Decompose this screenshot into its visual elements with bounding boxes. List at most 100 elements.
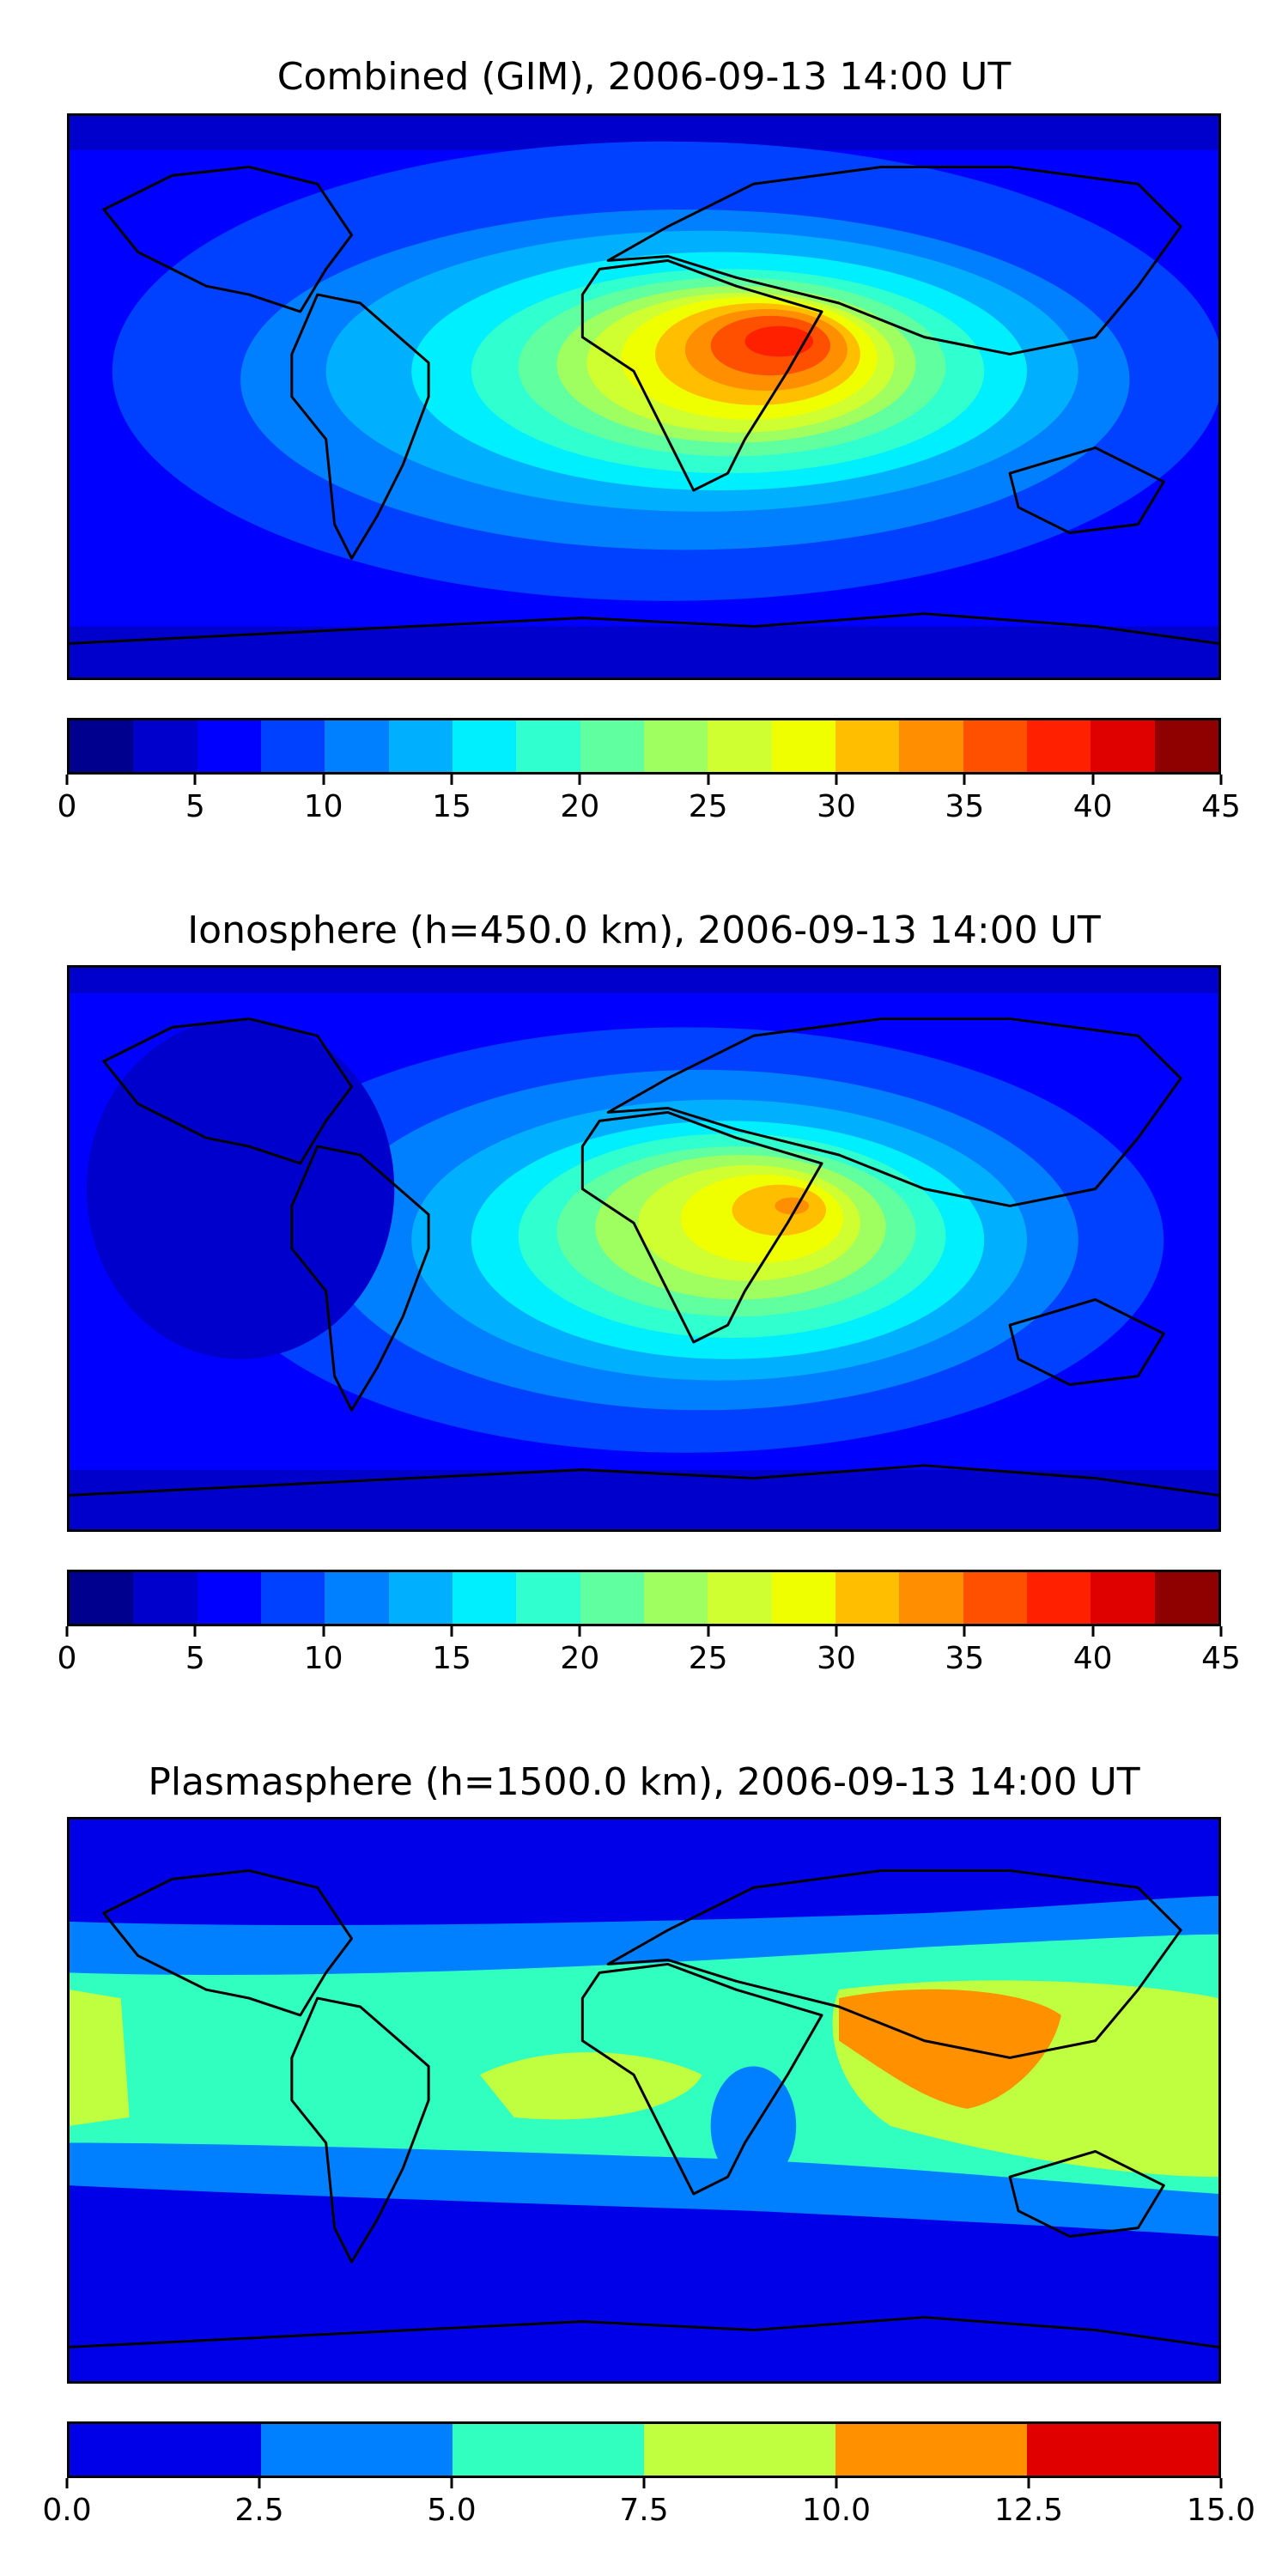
- colorbar-segment: [1154, 1572, 1218, 1624]
- colorbar-segment: [963, 720, 1027, 772]
- colorbar-segment: [133, 720, 197, 772]
- colorbar-tick-label: 15: [432, 1641, 471, 1676]
- colorbar-tick-label: 15.0: [1186, 2493, 1256, 2528]
- colorbar-tick-mark: [578, 1626, 581, 1637]
- colorbar-segment: [388, 720, 453, 772]
- colorbar-tick-label: 10: [303, 1641, 343, 1676]
- colorbar-tick-mark: [258, 2478, 261, 2488]
- colorbar-tick-mark: [642, 2478, 646, 2488]
- colorbar-tick-mark: [707, 1626, 710, 1637]
- colorbar-tick-label: 7.5: [619, 2493, 669, 2528]
- colorbar-tick-label: 0: [57, 789, 77, 824]
- colorbar-segment: [708, 720, 772, 772]
- colorbar-tick-mark: [707, 775, 710, 785]
- colorbar-tick-label: 30: [817, 789, 856, 824]
- colorbar-segment: [70, 720, 134, 772]
- colorbar-segment: [388, 1572, 453, 1624]
- colorbar-tick-label: 12.5: [993, 2493, 1064, 2528]
- colorbar-segment: [197, 1572, 261, 1624]
- colorbar-tick-label: 30: [817, 1641, 856, 1676]
- panel-1-title: Combined (GIM), 2006-09-13 14:00 UT: [276, 55, 1012, 99]
- colorbar-tick-label: 25: [688, 1641, 728, 1676]
- colorbar-tick-label: 40: [1072, 789, 1113, 824]
- colorbar-tick-mark: [1027, 2478, 1030, 2488]
- colorbar-segment: [1027, 2424, 1218, 2476]
- colorbar-segment: [70, 2424, 261, 2476]
- panel-2-map-svg: [70, 968, 1218, 1529]
- colorbar-tick-mark: [963, 775, 966, 785]
- panel-3-colorbar: [67, 2421, 1221, 2478]
- panel-2-map: [67, 965, 1221, 1532]
- colorbar-tick-mark: [322, 1626, 325, 1637]
- colorbar-tick-mark: [1219, 775, 1223, 785]
- colorbar-tick-mark: [1219, 1626, 1223, 1637]
- colorbar-segment: [899, 720, 963, 772]
- colorbar-tick-label: 5: [185, 789, 205, 824]
- colorbar-tick-mark: [450, 775, 453, 785]
- colorbar-tick-label: 40: [1072, 1641, 1113, 1676]
- panel-3-title: Plasmasphere (h=1500.0 km), 2006-09-13 1…: [148, 1760, 1140, 1804]
- colorbar-tick-label: 0.0: [42, 2493, 92, 2528]
- colorbar-tick-label: 5: [185, 1641, 205, 1676]
- colorbar-segment: [260, 1572, 325, 1624]
- colorbar-segment: [835, 1572, 900, 1624]
- colorbar-tick-mark: [450, 1626, 453, 1637]
- colorbar-segment: [963, 1572, 1027, 1624]
- colorbar-segment: [1154, 720, 1218, 772]
- colorbar-tick-mark: [65, 775, 69, 785]
- colorbar-segment: [325, 720, 389, 772]
- panel-1-colorbar: [67, 718, 1221, 775]
- colorbar-tick-label: 5.0: [427, 2493, 477, 2528]
- colorbar-segment: [516, 720, 580, 772]
- colorbar-segment: [643, 720, 708, 772]
- colorbar-segment: [899, 1572, 963, 1624]
- colorbar-segment: [835, 2424, 1027, 2476]
- colorbar-segment: [644, 2424, 835, 2476]
- colorbar-segment: [1026, 1572, 1091, 1624]
- colorbar-tick-mark: [193, 1626, 197, 1637]
- colorbar-tick-mark: [578, 775, 581, 785]
- panel-1-colorbar-ticks: 0 5 10 15 20 25 30 35 40 45: [58, 775, 1241, 824]
- panel-2-colorbar: [67, 1570, 1221, 1626]
- colorbar-segment: [580, 720, 644, 772]
- colorbar-tick-label: 2.5: [234, 2493, 284, 2528]
- colorbar-tick-label: 35: [945, 1641, 985, 1676]
- colorbar-segment: [1091, 720, 1155, 772]
- panel-1-map-svg: [70, 116, 1218, 677]
- panel-3-map-svg: [70, 1820, 1218, 2381]
- colorbar-tick-label: 20: [560, 789, 600, 824]
- colorbar-segment: [453, 2424, 644, 2476]
- colorbar-segment: [70, 1572, 134, 1624]
- colorbar-tick-label: 10.0: [801, 2493, 872, 2528]
- panel-3-colorbar-ticks: 0.0 2.5 5.0 7.5 10.0 12.5 15.0: [42, 2478, 1255, 2528]
- colorbar-segment: [261, 2424, 453, 2476]
- panel-3-map: [67, 1817, 1221, 2384]
- colorbar-segment: [1091, 1572, 1155, 1624]
- colorbar-tick-label: 25: [688, 789, 728, 824]
- colorbar-tick-mark: [65, 1626, 69, 1637]
- colorbar-tick-label: 45: [1201, 1641, 1241, 1676]
- colorbar-segment: [771, 1572, 835, 1624]
- colorbar-tick-mark: [835, 775, 838, 785]
- colorbar-tick-mark: [322, 775, 325, 785]
- colorbar-segment: [1026, 720, 1091, 772]
- panel-1-map: [67, 113, 1221, 680]
- colorbar-tick-mark: [835, 1626, 838, 1637]
- colorbar-segment: [708, 1572, 772, 1624]
- colorbar-segment: [325, 1572, 389, 1624]
- colorbar-tick-mark: [1219, 2478, 1223, 2488]
- colorbar-segment: [260, 720, 325, 772]
- colorbar-segment: [643, 1572, 708, 1624]
- colorbar-segment: [516, 1572, 580, 1624]
- colorbar-tick-mark: [1091, 775, 1095, 785]
- colorbar-tick-label: 35: [945, 789, 985, 824]
- panel-2-title: Ionosphere (h=450.0 km), 2006-09-13 14:0…: [187, 908, 1101, 952]
- colorbar-segment: [452, 1572, 517, 1624]
- colorbar-tick-label: 20: [560, 1641, 600, 1676]
- colorbar-segment: [133, 1572, 197, 1624]
- colorbar-tick-label: 15: [432, 789, 471, 824]
- colorbar-tick-mark: [1091, 1626, 1095, 1637]
- colorbar-tick-mark: [835, 2478, 838, 2488]
- colorbar-tick-label: 45: [1201, 789, 1241, 824]
- colorbar-segment: [197, 720, 261, 772]
